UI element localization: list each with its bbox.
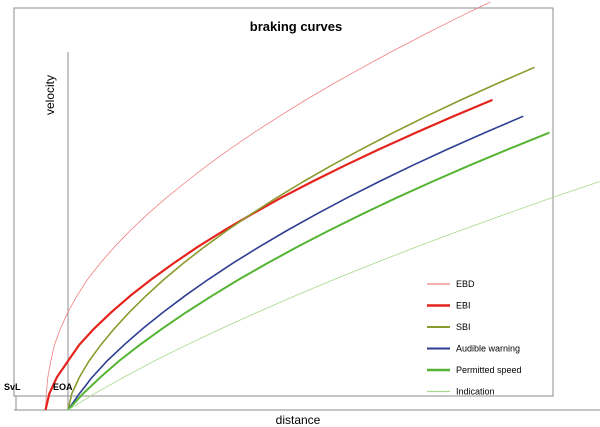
chart-title: braking curves bbox=[250, 19, 343, 34]
series-line-audible-warning bbox=[67, 115, 524, 411]
legend: EBD EBI SBI Audible warning Permitted speed I… bbox=[427, 279, 522, 397]
x-axis-label: distance bbox=[276, 413, 321, 427]
legend-label-ebi: EBI bbox=[456, 301, 471, 311]
legend-label-audible-warning: Audible warning bbox=[456, 344, 520, 354]
legend-label-sbi: SBI bbox=[456, 322, 471, 332]
svl-marker-label: SvL bbox=[4, 382, 21, 392]
curves-group bbox=[44, 1, 600, 411]
series-line-ebd bbox=[45, 1, 491, 411]
series-line-permitted-speed bbox=[67, 131, 550, 411]
y-axis-label: velocity bbox=[43, 75, 57, 115]
legend-label-indication: Indication bbox=[456, 387, 495, 397]
series-line-sbi bbox=[67, 66, 535, 411]
legend-label-ebd: EBD bbox=[456, 279, 475, 289]
series-line-ebi bbox=[44, 98, 493, 411]
series-line-indication bbox=[67, 181, 600, 411]
legend-label-permitted-speed: Permitted speed bbox=[456, 365, 522, 375]
plot-frame bbox=[13, 7, 554, 397]
eoa-marker-label: EOA bbox=[53, 382, 73, 392]
